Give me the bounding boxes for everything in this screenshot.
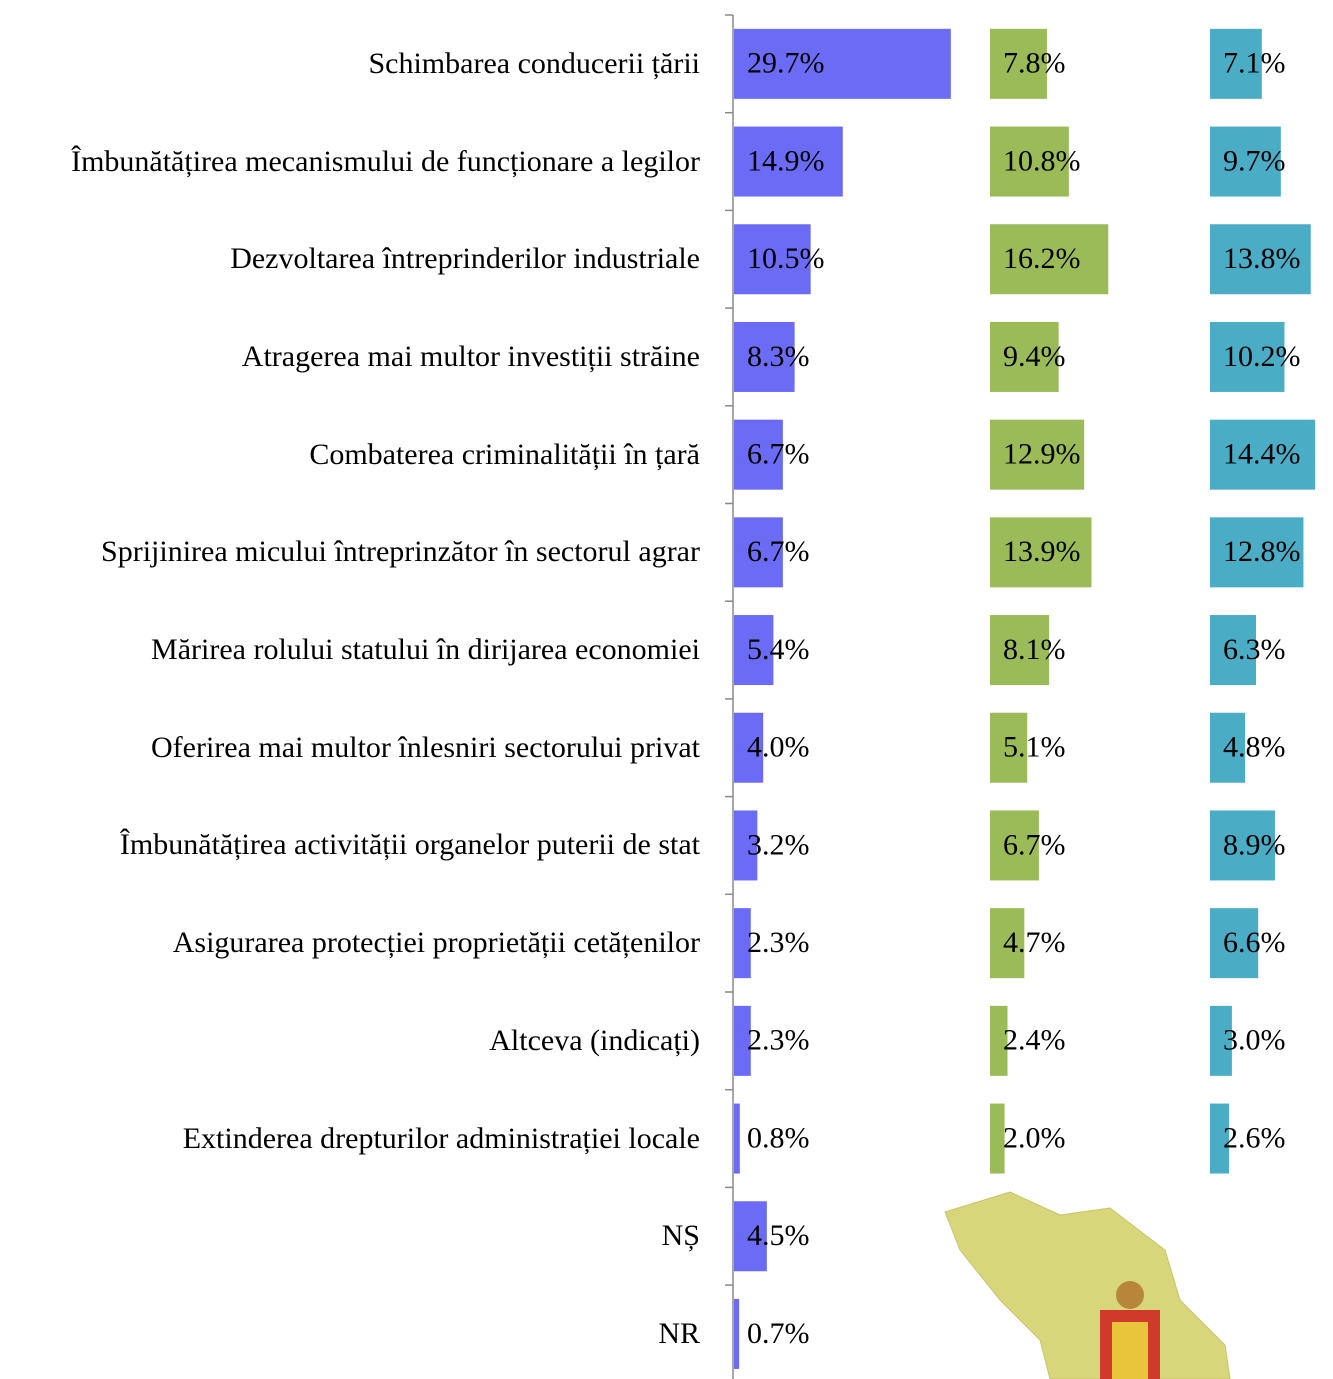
value-label: 4.0% bbox=[747, 731, 810, 764]
bar bbox=[734, 321, 795, 392]
bar bbox=[990, 712, 1028, 783]
value-label: 13.8% bbox=[1223, 242, 1301, 275]
value-label: 14.4% bbox=[1223, 438, 1301, 471]
bar bbox=[734, 908, 751, 979]
category-label: Sprijinirea micului întreprinzător în se… bbox=[101, 535, 700, 569]
bar bbox=[1210, 1103, 1229, 1174]
value-label: 10.2% bbox=[1223, 340, 1301, 373]
bar bbox=[990, 28, 1047, 99]
bar bbox=[1210, 810, 1275, 881]
value-label: 7.1% bbox=[1223, 47, 1286, 80]
value-label: 6.7% bbox=[747, 535, 810, 568]
bar bbox=[1210, 224, 1311, 295]
bar bbox=[990, 615, 1050, 686]
bar bbox=[1210, 126, 1281, 197]
category-label: Asigurarea protecției proprietății cetăț… bbox=[172, 926, 700, 960]
value-label: 2.4% bbox=[1003, 1024, 1066, 1057]
value-label: 7.8% bbox=[1003, 47, 1066, 80]
category-label: Altceva (indicați) bbox=[489, 1023, 700, 1057]
bar bbox=[990, 517, 1092, 588]
value-label: 6.7% bbox=[747, 438, 810, 471]
value-label: 9.7% bbox=[1223, 144, 1286, 177]
bar bbox=[990, 908, 1025, 979]
bar bbox=[990, 810, 1039, 881]
value-label: 8.3% bbox=[747, 340, 810, 373]
bar bbox=[990, 1103, 1005, 1174]
bar bbox=[734, 517, 783, 588]
category-label: Schimbarea conducerii țării bbox=[368, 46, 700, 80]
value-label: 3.2% bbox=[747, 828, 810, 861]
value-label: 2.3% bbox=[747, 926, 810, 959]
value-label: 9.4% bbox=[1003, 340, 1066, 373]
bar bbox=[734, 615, 774, 686]
bar bbox=[1210, 1005, 1232, 1076]
value-label: 8.9% bbox=[1223, 828, 1286, 861]
category-label: Îmbunătățirea mecanismului de funcționar… bbox=[71, 144, 700, 178]
bar bbox=[734, 224, 811, 295]
value-label: 12.8% bbox=[1223, 535, 1301, 568]
value-label: 4.7% bbox=[1003, 926, 1066, 959]
bar bbox=[734, 419, 783, 490]
value-label: 0.8% bbox=[747, 1121, 810, 1154]
bar bbox=[1210, 28, 1262, 99]
map-emblem bbox=[944, 1191, 1231, 1379]
bar bbox=[1210, 517, 1304, 588]
value-label: 10.5% bbox=[747, 242, 825, 275]
bar bbox=[734, 810, 758, 881]
category-label: Combaterea criminalității în țară bbox=[309, 437, 700, 471]
bar bbox=[734, 28, 951, 99]
bar bbox=[734, 126, 843, 197]
category-label: NȘ bbox=[661, 1219, 700, 1253]
category-label: Mărirea rolului statului în dirijarea ec… bbox=[151, 633, 700, 667]
category-label: Atragerea mai multor investiții străine bbox=[241, 339, 700, 373]
value-label: 29.7% bbox=[747, 47, 825, 80]
value-label: 5.4% bbox=[747, 633, 810, 666]
bar bbox=[1210, 615, 1256, 686]
value-label: 8.1% bbox=[1003, 633, 1066, 666]
value-label: 6.3% bbox=[1223, 633, 1286, 666]
value-label: 6.7% bbox=[1003, 828, 1066, 861]
bar bbox=[990, 1005, 1008, 1076]
value-label: 3.0% bbox=[1223, 1024, 1286, 1057]
bar bbox=[734, 1298, 740, 1369]
bar bbox=[734, 712, 764, 783]
value-label: 0.7% bbox=[747, 1317, 810, 1350]
bar bbox=[1210, 712, 1246, 783]
value-label: 12.9% bbox=[1003, 438, 1081, 471]
value-label: 13.9% bbox=[1003, 535, 1081, 568]
bar bbox=[734, 1005, 751, 1076]
value-label: 10.8% bbox=[1003, 144, 1081, 177]
bar bbox=[1210, 419, 1316, 490]
bar bbox=[1210, 908, 1259, 979]
bar bbox=[1210, 321, 1285, 392]
bar bbox=[734, 1103, 740, 1174]
value-label: 2.6% bbox=[1223, 1121, 1286, 1154]
category-label: Oferirea mai multor înlesniri sectorului… bbox=[151, 730, 700, 764]
bar bbox=[990, 321, 1059, 392]
value-label: 4.5% bbox=[747, 1219, 810, 1252]
bar bbox=[990, 126, 1069, 197]
bar bbox=[990, 224, 1109, 295]
value-label: 5.1% bbox=[1003, 731, 1066, 764]
bar bbox=[990, 419, 1085, 490]
category-label: Îmbunătățirea activității organelor pute… bbox=[119, 828, 700, 862]
value-label: 14.9% bbox=[747, 144, 825, 177]
value-label: 2.0% bbox=[1003, 1121, 1066, 1154]
category-label: NR bbox=[658, 1316, 700, 1350]
category-label: Extinderea drepturilor administrației lo… bbox=[182, 1121, 700, 1155]
value-label: 4.8% bbox=[1223, 731, 1286, 764]
bar bbox=[734, 1201, 767, 1272]
value-label: 16.2% bbox=[1003, 242, 1081, 275]
category-label: Dezvoltarea întreprinderilor industriale bbox=[230, 242, 700, 276]
value-label: 2.3% bbox=[747, 1024, 810, 1057]
value-label: 6.6% bbox=[1223, 926, 1286, 959]
